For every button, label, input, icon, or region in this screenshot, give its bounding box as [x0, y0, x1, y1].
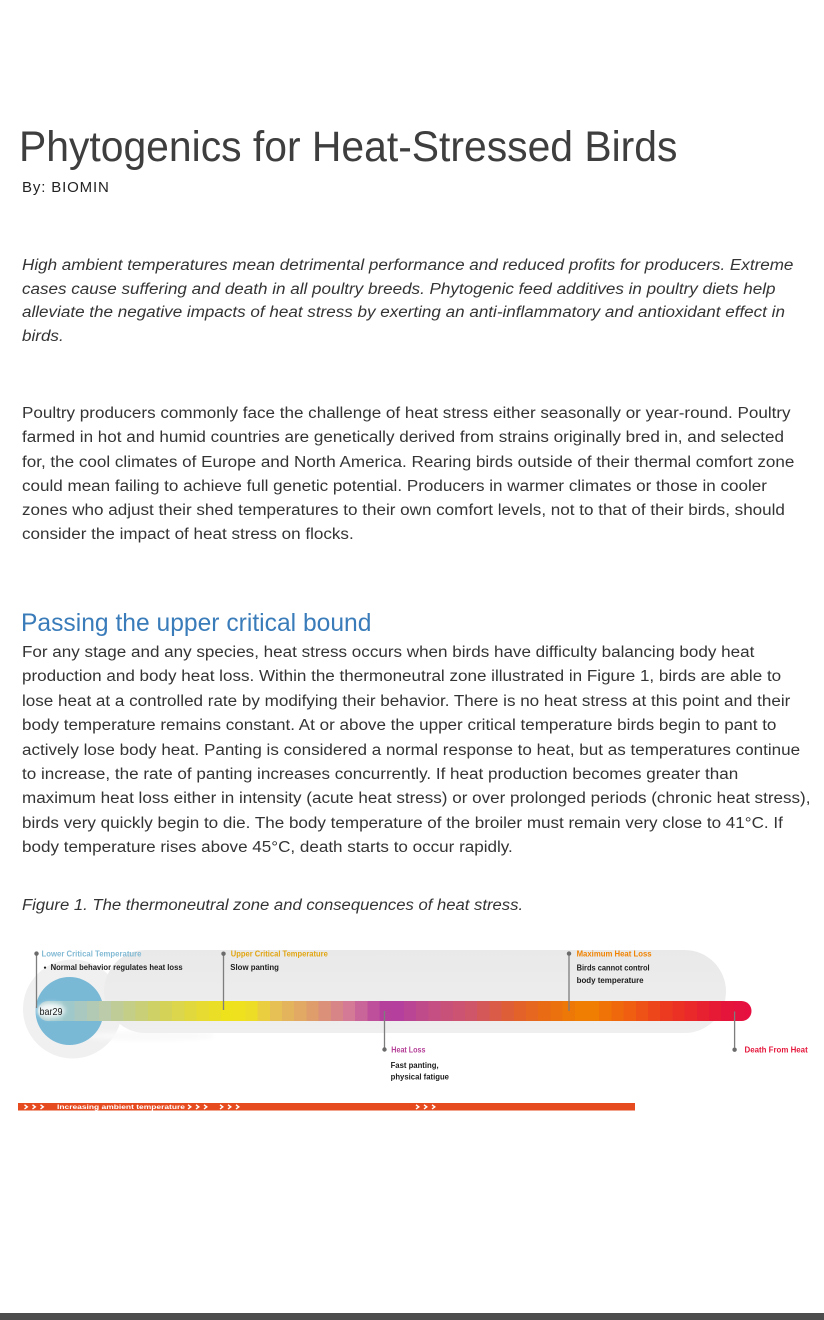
- svg-text:Fast panting,: Fast panting,: [391, 1060, 439, 1070]
- svg-text:Birds cannot control: Birds cannot control: [577, 963, 650, 973]
- svg-text:physical fatigue: physical fatigue: [391, 1072, 450, 1082]
- svg-text:Maximum Heat Loss: Maximum Heat Loss: [577, 948, 652, 958]
- svg-text:Normal behavior regulates heat: Normal behavior regulates heat loss: [51, 962, 183, 972]
- svg-text:Increasing ambient temperature: Increasing ambient temperature: [57, 1104, 185, 1111]
- svg-text:Slow panting: Slow panting: [230, 962, 279, 972]
- svg-text:Upper Critical Temperature: Upper Critical Temperature: [231, 948, 328, 958]
- svg-text:Heat Loss: Heat Loss: [391, 1045, 425, 1055]
- svg-text:Lower Critical Temperature: Lower Critical Temperature: [42, 948, 142, 958]
- svg-text:body temperature: body temperature: [577, 975, 644, 985]
- svg-text:Death From Heat: Death From Heat: [745, 1044, 808, 1054]
- svg-text:bar29: bar29: [40, 1006, 63, 1018]
